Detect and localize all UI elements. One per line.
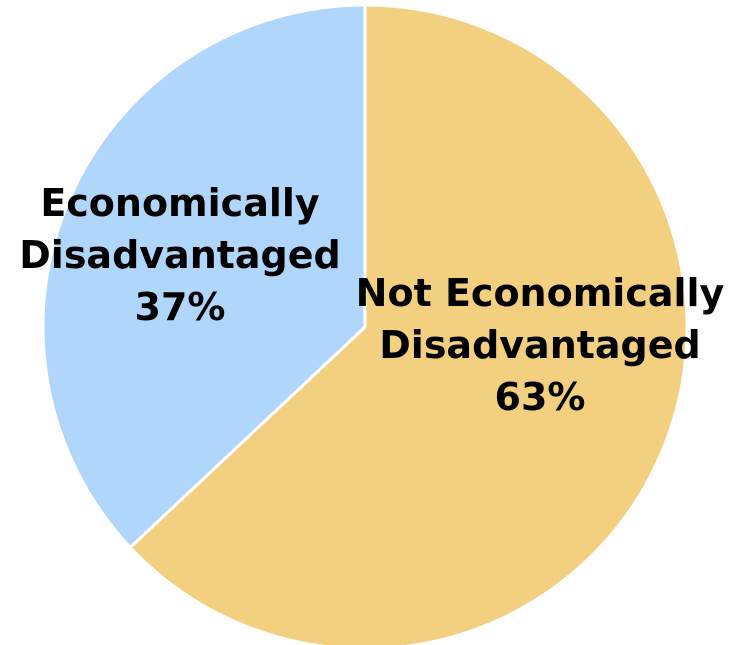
pie-slices (41, 3, 689, 645)
pie-slice-label-not-economically-disadvantaged: Not Economically Disadvantaged 63% (356, 271, 725, 419)
slice-value-label: 37% (135, 285, 226, 329)
slice-value-label: 63% (495, 375, 586, 419)
pie-slice-not-economically-disadvantaged (128, 3, 689, 645)
slice-category-label-line: Disadvantaged (379, 323, 700, 367)
pie-labels: Not Economically Disadvantaged 63% Economic… (19, 181, 724, 419)
pie-slice-label-economically-disadvantaged: Economically Disadvantaged 37% (19, 181, 340, 329)
slice-category-label-line: Economically (40, 181, 320, 225)
pie-slice-economically-disadvantaged (41, 3, 367, 549)
slice-category-label-line: Disadvantaged (19, 233, 340, 277)
slice-category-label-line: Not Economically (356, 271, 725, 315)
